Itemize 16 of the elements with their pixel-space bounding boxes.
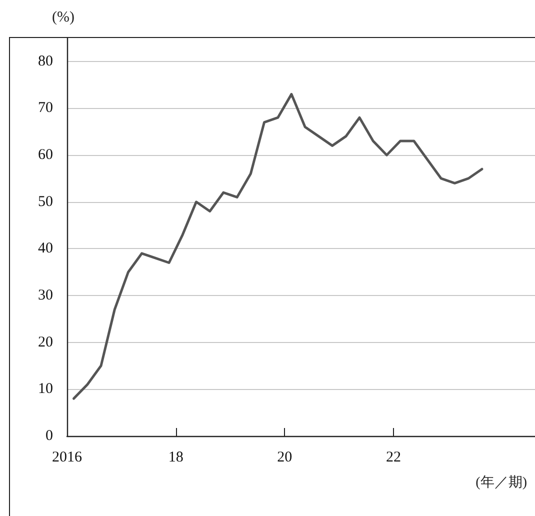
y-tick-label: 80: [38, 53, 53, 70]
line-series: [72, 92, 484, 400]
y-axis-title: (%): [52, 10, 74, 26]
y-tick-label: 0: [46, 428, 53, 444]
y-tick-label: 20: [38, 334, 53, 350]
x-tick-label: 22: [386, 450, 402, 466]
y-tick-label: 40: [38, 240, 53, 257]
y-tick-label: 10: [38, 381, 53, 398]
y-tick-label: 30: [38, 288, 53, 304]
x-tick-label: 18: [168, 450, 184, 466]
x-tick-label: 20: [277, 450, 292, 466]
x-tick-label: 2016: [52, 450, 82, 466]
y-tick-label: 50: [38, 194, 53, 210]
x-axis-title: (年／期): [476, 474, 528, 490]
y-tick-label: 60: [38, 147, 53, 164]
y-tick-label: 70: [38, 100, 53, 116]
